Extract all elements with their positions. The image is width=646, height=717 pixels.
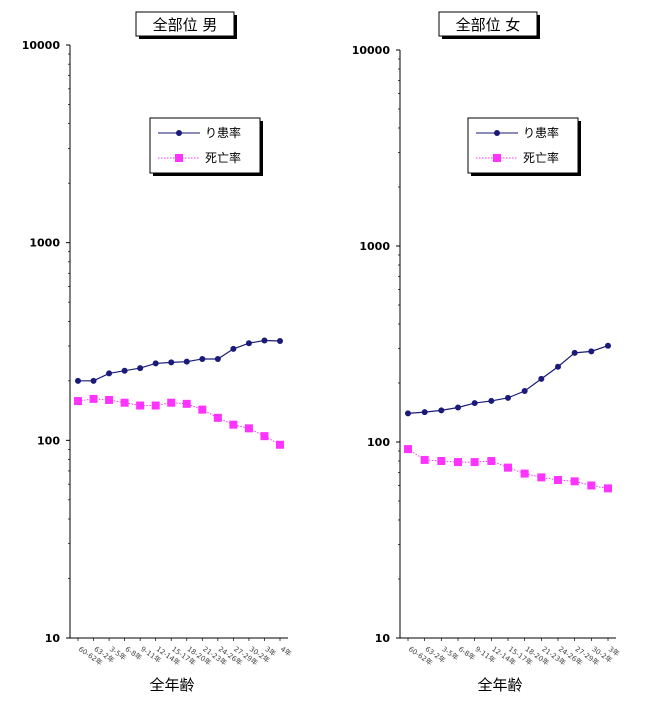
legend-label: 死亡率 [523,150,559,165]
data-point [276,440,284,449]
legend-marker [494,130,500,136]
data-point [505,394,511,401]
data-point [454,458,462,467]
x-tick-label: 6-8年 [123,644,143,662]
legend-marker [176,130,182,136]
data-point [521,388,528,395]
x-tick-label: 4年 [279,644,294,658]
legend-label: り患率 [205,125,241,140]
data-point [470,458,479,467]
legend [149,117,261,174]
y-tick-label: 10 [45,632,61,645]
data-point [199,355,206,362]
title-box [438,11,538,37]
chart-panel-2: 全部位 女1010010001000060-62年63-2年3-5年6-8年9-… [352,11,621,694]
legend-marker [175,154,183,162]
data-point [89,394,98,403]
legend-marker [493,154,501,162]
legend-label: り患率 [523,125,559,140]
data-point [487,456,496,465]
data-point [587,481,596,490]
data-point [120,398,129,407]
data-point [167,398,176,407]
y-tick-label: 100 [37,434,60,447]
data-point [198,405,207,414]
data-point [520,469,529,478]
data-point [537,473,546,482]
data-point [90,377,97,384]
data-point [137,365,144,372]
data-point [538,375,545,382]
data-point [554,475,562,484]
data-point [105,395,114,404]
data-point [75,377,81,384]
data-point [214,355,221,362]
y-tick-label: 10000 [352,44,391,57]
chart-title: 全部位 女 [456,16,521,34]
x-axis-title: 全年齢 [477,676,522,694]
data-point [213,413,222,422]
y-tick-label: 100 [367,436,390,449]
data-point [405,410,411,417]
data-point [571,349,578,356]
data-point [106,370,113,377]
data-point [136,401,145,410]
data-point [438,407,445,414]
data-point [605,342,611,349]
data-point [121,367,128,374]
data-point [421,409,428,416]
data-point [570,477,579,486]
series-line-2 [77,398,281,446]
data-point [488,397,495,404]
data-point [504,463,512,472]
data-point [604,484,612,493]
data-point [152,360,159,367]
data-point [471,400,478,407]
data-point [588,348,595,355]
chart-panel-1: 全部位 男1010010001000060-62年63-2年3-5年6-8年9-… [22,11,294,694]
data-point [404,445,412,454]
title-box [135,11,235,37]
y-tick-label: 10 [375,632,391,645]
x-axis-title: 全年齢 [149,676,194,694]
data-point [244,424,253,433]
data-point [182,399,191,408]
legend [467,117,579,174]
y-tick-label: 1000 [29,237,60,250]
data-point [74,397,82,406]
data-point [555,363,561,370]
y-tick-label: 10000 [22,39,61,52]
series-line-1 [407,345,609,414]
chart-title: 全部位 男 [153,16,218,34]
data-point [168,359,175,366]
data-point [230,345,237,352]
x-tick-label: 6-8年 [457,644,477,662]
data-point [277,338,283,345]
y-tick-label: 1000 [359,240,390,253]
data-point [245,340,252,347]
legend-label: 死亡率 [205,150,241,165]
data-point [455,404,461,411]
data-point [420,455,429,464]
data-point [261,337,268,344]
data-point [437,456,446,465]
data-point [260,432,269,441]
data-point [151,401,160,410]
data-point [229,420,238,429]
data-point [183,358,190,365]
